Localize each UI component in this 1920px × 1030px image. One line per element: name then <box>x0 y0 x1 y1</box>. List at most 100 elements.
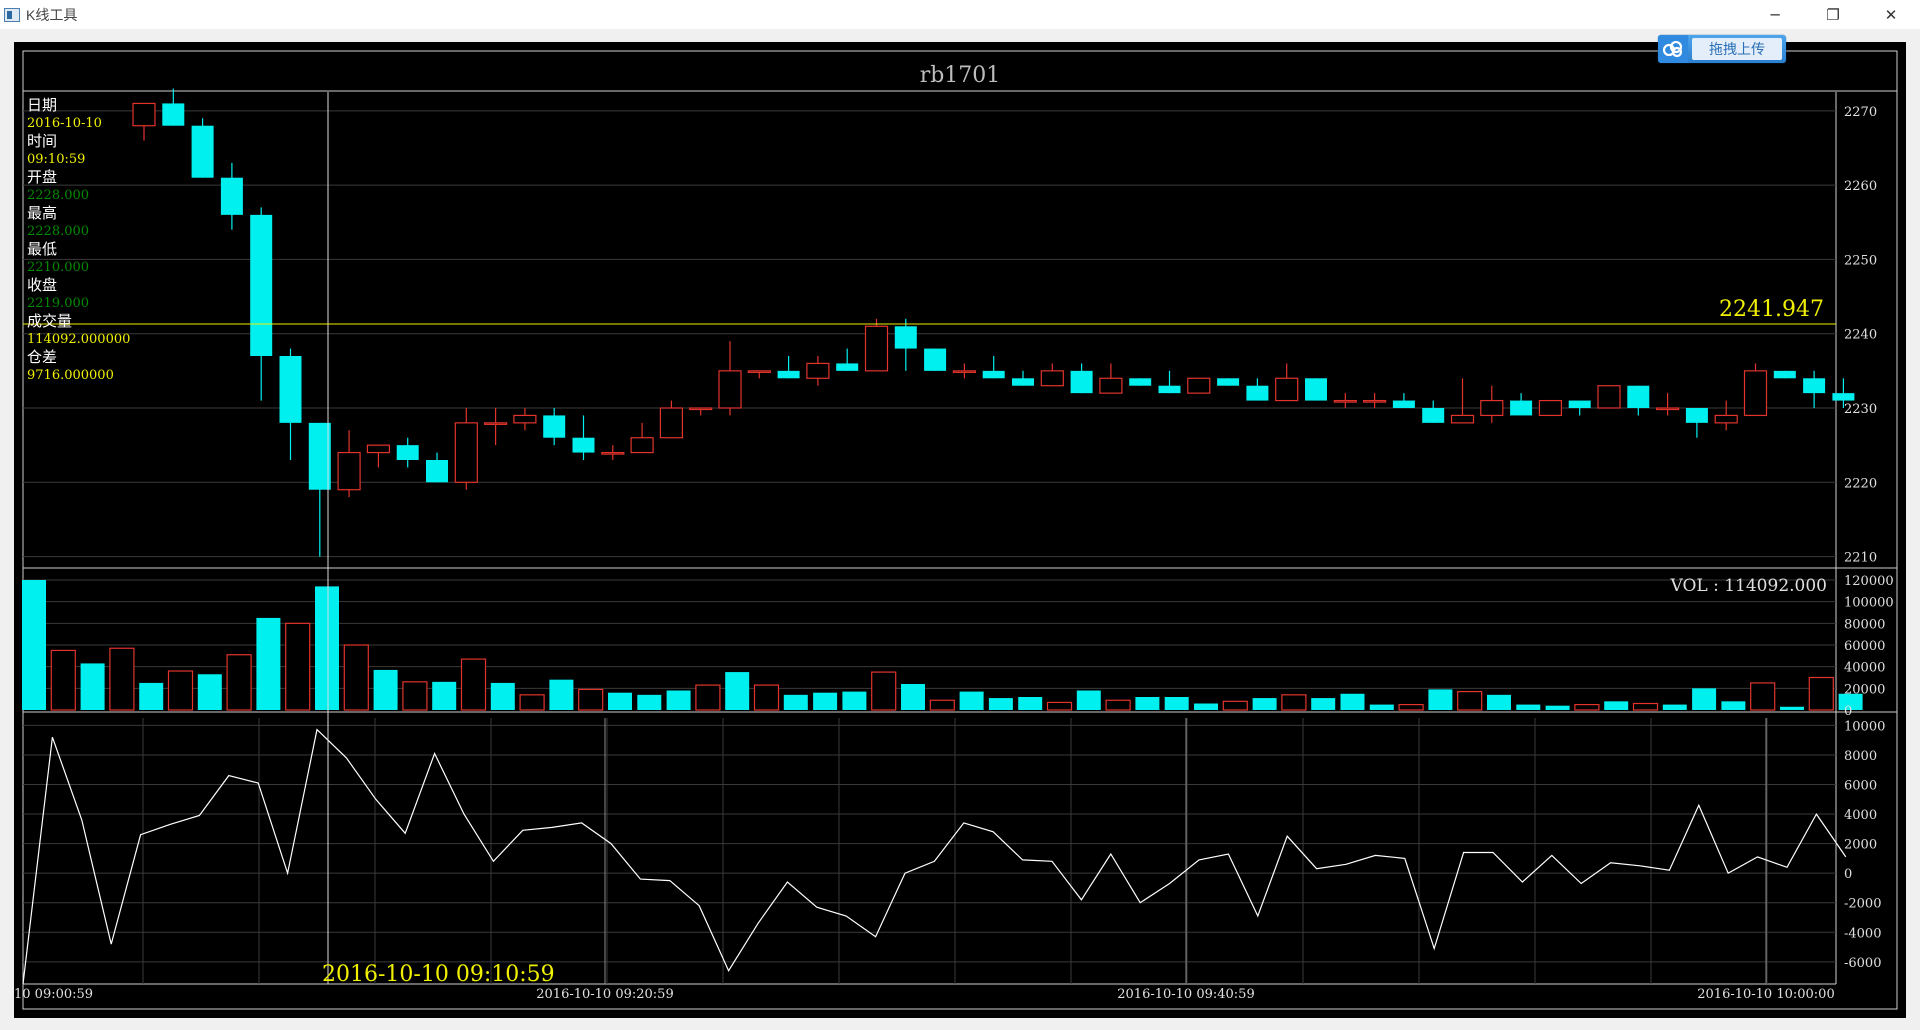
chart-title: rb1701 <box>920 63 1001 88</box>
drag-upload-button[interactable]: 拖拽上传 <box>1658 35 1786 63</box>
indicator-tick-label: 4000 <box>1844 808 1877 823</box>
candle-body <box>279 356 302 423</box>
app-icon <box>4 7 20 22</box>
candlestick <box>1392 393 1415 408</box>
minimize-button[interactable]: ─ <box>1746 0 1804 29</box>
crosshair <box>23 92 1836 984</box>
volume-bar <box>1428 689 1453 710</box>
volume-bar <box>167 670 194 711</box>
volume-bar <box>80 663 105 710</box>
price-tick-label: 2260 <box>1844 179 1877 194</box>
candle-body <box>366 444 390 454</box>
volume-bar <box>608 692 632 710</box>
info-value: 2228.000 <box>27 188 89 203</box>
candlestick <box>1597 385 1621 409</box>
minimize-icon: ─ <box>1770 5 1780 24</box>
candlestick <box>864 318 889 372</box>
candlestick <box>426 452 448 483</box>
volume-bar <box>578 688 604 711</box>
volume-bar <box>959 691 984 710</box>
candle-body <box>1655 407 1680 411</box>
candle-body <box>1129 378 1152 386</box>
window-title: K线工具 <box>26 6 78 23</box>
volume-bar <box>1135 697 1160 710</box>
candle-body <box>396 445 419 460</box>
candlestick <box>1480 385 1504 423</box>
candlestick <box>630 422 654 454</box>
info-label: 开盘 <box>27 168 57 186</box>
candlestick <box>484 408 508 446</box>
candle-body <box>1773 370 1796 379</box>
volume-bar <box>1252 698 1277 710</box>
candle-body <box>864 325 889 372</box>
candle-body <box>484 422 508 425</box>
x-axis-label-2: 2016-10-10 09:40:59 <box>1117 987 1254 1002</box>
candlestick <box>1832 378 1855 408</box>
candlestick <box>1773 370 1796 379</box>
candle-body <box>1832 393 1855 401</box>
volume-bar <box>813 692 838 710</box>
candlestick <box>454 408 478 490</box>
candlestick <box>396 437 419 468</box>
candle-body <box>1275 377 1299 402</box>
candle-body <box>924 348 947 371</box>
candlestick <box>1803 370 1826 408</box>
close-button[interactable]: ✕ <box>1862 0 1920 29</box>
candle-body <box>1012 378 1034 386</box>
candle-body <box>308 422 331 490</box>
candle-body <box>1714 414 1738 424</box>
candle-body <box>191 125 214 178</box>
volume-bar <box>1632 702 1659 711</box>
volume-bar <box>50 649 76 711</box>
volume-bar <box>1369 704 1394 710</box>
volume-bar <box>1662 704 1687 710</box>
volume-tick-label: 0 <box>1844 704 1852 719</box>
candle-body <box>806 362 830 379</box>
info-label: 收盘 <box>27 276 57 294</box>
candle-body <box>952 370 977 373</box>
vol-readout: VOL : 114092.000 <box>1670 576 1828 596</box>
candle-body <box>132 102 156 127</box>
candlestick <box>894 318 917 371</box>
volume-tick-label: 120000 <box>1844 574 1894 589</box>
candle-body <box>572 437 595 453</box>
candle-body <box>1627 385 1650 408</box>
volume-bar <box>753 684 780 711</box>
volume-bar <box>725 672 750 710</box>
candle-body <box>1480 399 1504 417</box>
kline-chart[interactable]: rb1701 2210 2220 2230 2240 2250 2260 2270 0 2000… <box>14 42 1906 1018</box>
candlestick <box>337 430 361 498</box>
candlestick <box>924 348 947 371</box>
volume-bar <box>1311 698 1336 710</box>
candlestick <box>1685 408 1708 438</box>
candlestick <box>689 407 713 416</box>
info-label: 最低 <box>27 240 57 258</box>
candle-body <box>1362 399 1387 403</box>
candlestick <box>1040 363 1064 387</box>
volume-tick-label: 40000 <box>1844 661 1885 676</box>
restore-button[interactable]: ❐ <box>1804 0 1862 29</box>
candle-body <box>1070 370 1093 394</box>
chart-area[interactable]: rb1701 2210 2220 2230 2240 2250 2260 2270 0 2000… <box>14 42 1906 1018</box>
candlestick <box>718 341 742 416</box>
info-value: 2228.000 <box>27 224 89 239</box>
candlestick <box>1305 378 1327 401</box>
candle-body <box>718 370 742 409</box>
candle-body <box>162 103 185 126</box>
volume-bar <box>1780 706 1804 710</box>
crosshair-datetime-label: 2016-10-10 09:10:59 <box>322 962 555 987</box>
candlestick <box>543 408 566 446</box>
candle-body <box>836 363 859 371</box>
candlestick <box>1714 400 1738 431</box>
indicator-tick-label: 6000 <box>1844 779 1877 794</box>
candlestick <box>1627 385 1650 416</box>
candle-body <box>1510 400 1533 416</box>
candlestick <box>1333 393 1357 408</box>
restore-icon: ❐ <box>1826 5 1840 24</box>
candlestick <box>250 207 273 401</box>
volume-bar <box>490 682 515 710</box>
info-label: 成交量 <box>27 312 72 330</box>
candle-body <box>1422 408 1445 423</box>
info-value: 2219.000 <box>27 296 89 311</box>
candlestick <box>1362 393 1387 408</box>
